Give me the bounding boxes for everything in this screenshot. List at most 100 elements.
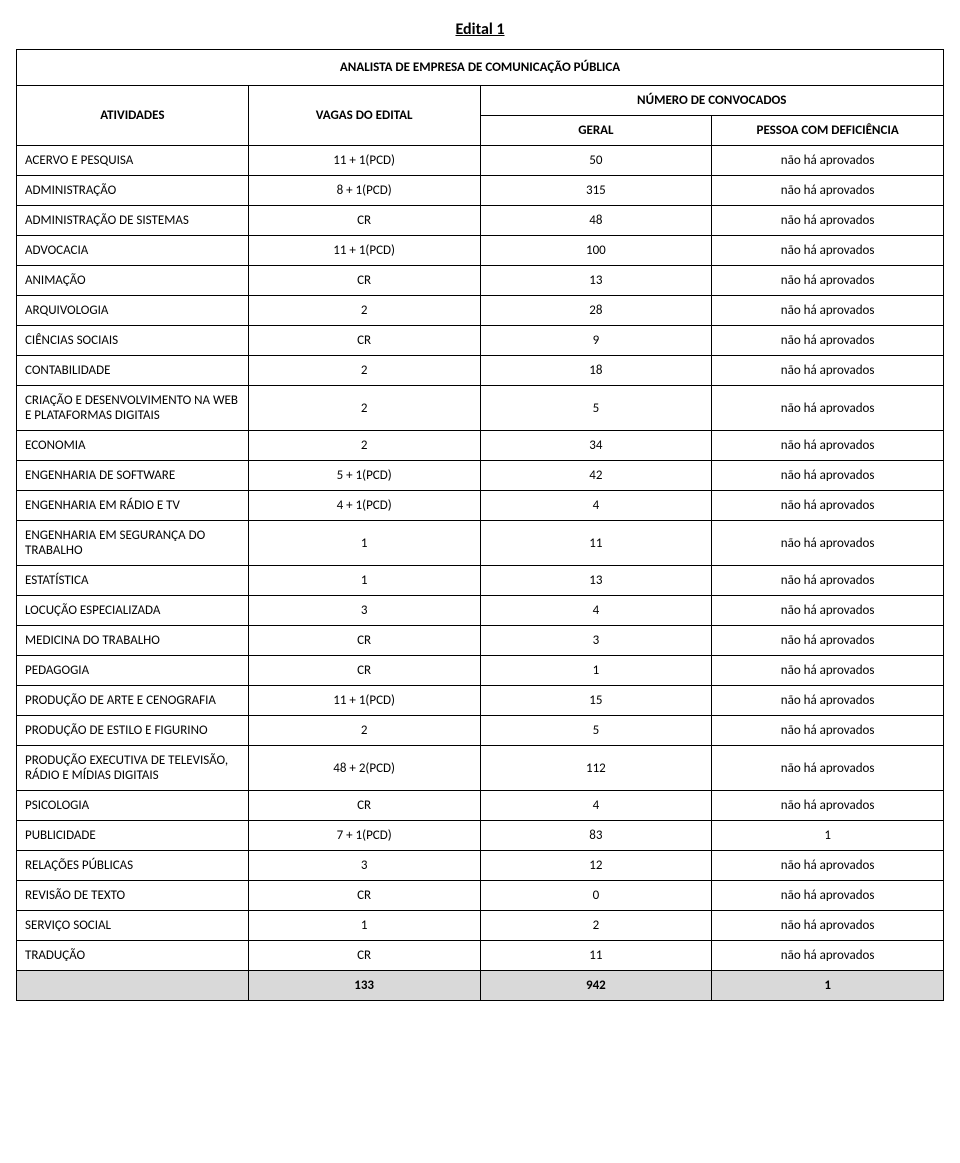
cell-activity: ADMINISTRAÇÃO — [17, 176, 249, 206]
table-row: RELAÇÕES PÚBLICAS312não há aprovados — [17, 851, 944, 881]
cell-activity: ESTATÍSTICA — [17, 566, 249, 596]
cell-pcd: não há aprovados — [712, 941, 944, 971]
cell-vagas: 11 + 1(PCD) — [248, 146, 480, 176]
table-row: PUBLICIDADE7 + 1(PCD)831 — [17, 821, 944, 851]
cell-pcd: não há aprovados — [712, 206, 944, 236]
cell-geral: 50 — [480, 146, 712, 176]
table-row: LOCUÇÃO ESPECIALIZADA34não há aprovados — [17, 596, 944, 626]
cell-pcd: não há aprovados — [712, 431, 944, 461]
total-activity — [17, 971, 249, 1001]
cell-activity: ANIMAÇÃO — [17, 266, 249, 296]
cell-geral: 3 — [480, 626, 712, 656]
total-pcd: 1 — [712, 971, 944, 1001]
table-row: CRIAÇÃO E DESENVOLVIMENTO NA WEB E PLATA… — [17, 386, 944, 431]
cell-activity: PSICOLOGIA — [17, 791, 249, 821]
cell-geral: 15 — [480, 686, 712, 716]
cell-geral: 4 — [480, 491, 712, 521]
cell-pcd: não há aprovados — [712, 686, 944, 716]
table-row: ANIMAÇÃOCR13não há aprovados — [17, 266, 944, 296]
cell-geral: 11 — [480, 521, 712, 566]
cell-geral: 83 — [480, 821, 712, 851]
table-row: CONTABILIDADE218não há aprovados — [17, 356, 944, 386]
cell-vagas: CR — [248, 941, 480, 971]
table-total-row: 1339421 — [17, 971, 944, 1001]
page-title: Edital 1 — [16, 20, 944, 39]
table-row: ACERVO E PESQUISA11 + 1(PCD)50não há apr… — [17, 146, 944, 176]
cell-pcd: não há aprovados — [712, 461, 944, 491]
cell-activity: PRODUÇÃO DE ESTILO E FIGURINO — [17, 716, 249, 746]
cell-geral: 42 — [480, 461, 712, 491]
table-row: ENGENHARIA EM SEGURANÇA DO TRABALHO111nã… — [17, 521, 944, 566]
table-row: TRADUÇÃOCR11não há aprovados — [17, 941, 944, 971]
table-row: ADMINISTRAÇÃO DE SISTEMASCR48não há apro… — [17, 206, 944, 236]
cell-vagas: 1 — [248, 521, 480, 566]
cell-vagas: CR — [248, 881, 480, 911]
table-row: SERVIÇO SOCIAL12não há aprovados — [17, 911, 944, 941]
cell-vagas: CR — [248, 626, 480, 656]
table-row: ENGENHARIA DE SOFTWARE5 + 1(PCD)42não há… — [17, 461, 944, 491]
cell-pcd: não há aprovados — [712, 851, 944, 881]
cell-geral: 112 — [480, 746, 712, 791]
cell-vagas: 11 + 1(PCD) — [248, 236, 480, 266]
cell-vagas: 1 — [248, 911, 480, 941]
cell-vagas: 1 — [248, 566, 480, 596]
cell-activity: CONTABILIDADE — [17, 356, 249, 386]
header-activities: ATIVIDADES — [17, 86, 249, 146]
cell-geral: 4 — [480, 596, 712, 626]
cell-vagas: 48 + 2(PCD) — [248, 746, 480, 791]
cell-vagas: 2 — [248, 356, 480, 386]
cell-geral: 0 — [480, 881, 712, 911]
cell-activity: CRIAÇÃO E DESENVOLVIMENTO NA WEB E PLATA… — [17, 386, 249, 431]
cell-vagas: CR — [248, 656, 480, 686]
cell-activity: ENGENHARIA EM RÁDIO E TV — [17, 491, 249, 521]
cell-vagas: 3 — [248, 851, 480, 881]
cell-vagas: 2 — [248, 386, 480, 431]
cell-geral: 13 — [480, 566, 712, 596]
cell-pcd: não há aprovados — [712, 626, 944, 656]
cell-activity: ACERVO E PESQUISA — [17, 146, 249, 176]
table-row: PEDAGOGIACR1não há aprovados — [17, 656, 944, 686]
cell-vagas: 2 — [248, 716, 480, 746]
cell-vagas: 4 + 1(PCD) — [248, 491, 480, 521]
table-row: ADMINISTRAÇÃO8 + 1(PCD)315não há aprovad… — [17, 176, 944, 206]
cell-vagas: 2 — [248, 296, 480, 326]
cell-activity: RELAÇÕES PÚBLICAS — [17, 851, 249, 881]
table-row: CIÊNCIAS SOCIAISCR9não há aprovados — [17, 326, 944, 356]
cell-geral: 100 — [480, 236, 712, 266]
total-vagas: 133 — [248, 971, 480, 1001]
cell-vagas: 8 + 1(PCD) — [248, 176, 480, 206]
cell-activity: REVISÃO DE TEXTO — [17, 881, 249, 911]
table-row: ESTATÍSTICA113não há aprovados — [17, 566, 944, 596]
cell-pcd: não há aprovados — [712, 746, 944, 791]
cell-geral: 4 — [480, 791, 712, 821]
cell-geral: 11 — [480, 941, 712, 971]
table-row: REVISÃO DE TEXTOCR0não há aprovados — [17, 881, 944, 911]
cell-activity: LOCUÇÃO ESPECIALIZADA — [17, 596, 249, 626]
cell-activity: SERVIÇO SOCIAL — [17, 911, 249, 941]
cell-vagas: CR — [248, 326, 480, 356]
table-row: PRODUÇÃO DE ARTE E CENOGRAFIA11 + 1(PCD)… — [17, 686, 944, 716]
header-pcd: PESSOA COM DEFICIÊNCIA — [712, 116, 944, 146]
cell-geral: 5 — [480, 386, 712, 431]
cell-pcd: não há aprovados — [712, 656, 944, 686]
cell-geral: 1 — [480, 656, 712, 686]
cell-vagas: CR — [248, 791, 480, 821]
header-vagas: VAGAS DO EDITAL — [248, 86, 480, 146]
cell-pcd: não há aprovados — [712, 236, 944, 266]
cell-activity: PRODUÇÃO EXECUTIVA DE TELEVISÃO, RÁDIO E… — [17, 746, 249, 791]
table-row: ADVOCACIA11 + 1(PCD)100não há aprovados — [17, 236, 944, 266]
cell-geral: 13 — [480, 266, 712, 296]
cell-geral: 2 — [480, 911, 712, 941]
cell-pcd: não há aprovados — [712, 491, 944, 521]
table-row: ARQUIVOLOGIA228não há aprovados — [17, 296, 944, 326]
cell-geral: 48 — [480, 206, 712, 236]
table-row: MEDICINA DO TRABALHOCR3não há aprovados — [17, 626, 944, 656]
cell-pcd: não há aprovados — [712, 176, 944, 206]
cell-pcd: não há aprovados — [712, 296, 944, 326]
cell-activity: MEDICINA DO TRABALHO — [17, 626, 249, 656]
cell-vagas: 5 + 1(PCD) — [248, 461, 480, 491]
cell-vagas: CR — [248, 206, 480, 236]
cell-geral: 28 — [480, 296, 712, 326]
cell-activity: TRADUÇÃO — [17, 941, 249, 971]
cell-geral: 34 — [480, 431, 712, 461]
